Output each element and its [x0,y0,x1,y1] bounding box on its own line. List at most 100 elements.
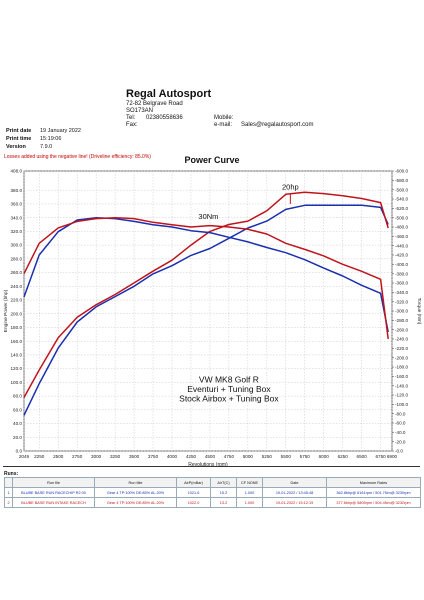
y-right-tick-label: -600.0 [395,169,408,174]
y-left-tick-label: 280.0 [11,256,23,261]
mobile-label: Mobile: [214,115,234,121]
y-left-tick-label: 0.0 [16,449,23,454]
y-left-tick-label: 80.0 [13,394,22,399]
y-left-tick-label: 220.0 [11,298,23,303]
run-file: BLUBE BASE RUN INTAKE RACECH [12,497,95,508]
y-left-tick-label: 200.0 [11,311,23,316]
runs-header-airt: AirT(C) [210,477,237,488]
run-file: BLUBE BASE RUN RACECHIP R2.00 [12,487,95,498]
run-max-rates: 377.6bhp@ 5805rpm / 504.4Nm@ 3232rpm [326,497,421,508]
y-left-tick-label: 240.0 [11,284,23,289]
annotation-30nm: 30Nm [198,212,218,221]
y-right-tick-label: -420.0 [395,253,408,258]
email-label: e-mail: [214,122,233,128]
y-left-tick-label: 408.0 [11,169,23,174]
run-title: Gear 4 TP:100% DE:85% AL:20% [94,497,177,508]
y-left-tick-label: 20.0 [13,435,22,440]
y-right-tick-label: -0.0 [395,449,403,454]
y-right-tick-label: -500.0 [395,215,408,220]
y-left-tick-label: 160.0 [11,339,23,344]
y-right-tick-label: -560.0 [395,187,408,192]
y-right-tick-label: -80.0 [395,411,406,416]
y-right-tick-label: -300.0 [395,309,408,314]
y-left-tick-label: 180.0 [11,325,23,330]
divider [3,466,420,467]
version-value: 7.9.0 [40,144,53,150]
y-right-tick-label: -60.0 [395,421,406,426]
y-right-tick-label: -460.0 [395,234,408,239]
y-left-tick-label: 60.0 [13,407,22,412]
print-time-value: 15:19:06 [40,136,62,142]
x-tick-label: 5750 [300,454,311,459]
note-vehicle: VW MK8 Golf R [199,374,259,384]
power-series-line [23,204,389,416]
y-left-tick-label: 340.0 [11,215,23,220]
y-left-tick-label: 300.0 [11,243,23,248]
table-row[interactable]: 1 BLUBE BASE RUN RACECHIP R2.00 Gear 4 T… [4,487,421,498]
annotation-20hp: 20hp [282,183,299,192]
run-airp: 1021.6 [176,487,211,498]
runs-header-row: Run file Run title AirP(mBar) AirT(C) CF… [4,477,421,488]
runs-header-airp: AirP(mBar) [176,477,211,488]
y-right-tick-label: -400.0 [395,262,408,267]
y-right-tick-label: -540.0 [395,197,408,202]
y-right-tick-label: -580.0 [395,178,408,183]
table-row[interactable]: 2 BLUBE BASE RUN INTAKE RACECH Gear 4 TP… [4,497,421,508]
torque-series-line [23,216,389,333]
run-airt: 15.2 [210,487,237,498]
chart-title: Power Curve [184,155,240,165]
y-right-tick-label: -140.0 [395,383,408,388]
power-series-line [23,191,389,398]
run-cf: 1.000 [236,487,263,498]
y-left-tick-label: 380.0 [11,188,23,193]
y-right-tick-label: -480.0 [395,225,408,230]
runs-header-cf: CF NONE [236,477,263,488]
x-tick-label: 2500 [53,454,64,459]
x-tick-label: 4500 [205,454,216,459]
y-right-tick-label: -280.0 [395,318,408,323]
x-tick-label: 4750 [224,454,235,459]
x-tick-label: 5500 [281,454,292,459]
y-right-tick-label: -520.0 [395,206,408,211]
x-axis-label: Revolutions (rpm) [188,462,228,468]
print-time-label: Print time [6,136,32,142]
losses-warning: Losses added using the negative line! (D… [4,154,151,160]
y-right-tick-label: -380.0 [395,271,408,276]
power-curve-chart: 2049 2250 2500 2750 3000 3250 3500 3750 4000 4250… [3,169,422,468]
y-right-tick-label: -260.0 [395,327,408,332]
runs-header-title: Run title [94,477,177,488]
y-right-tick-label: -160.0 [395,374,408,379]
y-left-axis-label: Engine Power (bhp) [3,289,9,332]
x-tick-label: 2250 [34,454,45,459]
y-left-tick-label: 40.0 [13,421,22,426]
torque-series-line [23,216,389,340]
runs-header-index [4,477,13,488]
x-tick-label: 4250 [186,454,197,459]
x-tick-label: 6500 [357,454,368,459]
y-left-tick-label: 360.0 [11,202,23,207]
y-right-tick-label: -20.0 [395,439,406,444]
x-tick-label: 6900 [387,454,398,459]
email-value: Sales@regalautosport.com [241,122,314,128]
run-date: 19-01-2022 / 15:12:19 [262,497,327,508]
runs-table: Run file Run title AirP(mBar) AirT(C) CF… [4,477,421,508]
x-tick-label: 6000 [319,454,330,459]
y-right-tick-label: -100.0 [395,402,408,407]
run-index: 2 [4,497,13,508]
address-line-1: 72-82 Belgrave Road [126,101,183,107]
run-date: 19-01-2022 / 13:45:48 [262,487,327,498]
runs-header-file: Run file [12,477,95,488]
run-airp: 1022.0 [176,497,211,508]
x-tick-label: 3750 [148,454,159,459]
run-max-rates: 362.8bhp@ 6161rpm / 501.7Nm@ 3230rpm [326,487,421,498]
note-config-2: Stock Airbox + Tuning Box [179,394,279,404]
run-airt: 13.2 [210,497,237,508]
x-tick-label: 4000 [167,454,178,459]
company-name: Regal Autosport [126,88,212,100]
y-right-tick-label: -220.0 [395,346,408,351]
y-right-tick-label: -240.0 [395,337,408,342]
y-right-tick-label: -180.0 [395,365,408,370]
x-tick-label: 3250 [110,454,121,459]
y-right-tick-label: -320.0 [395,299,408,304]
y-left-tick-label: 320.0 [11,229,23,234]
